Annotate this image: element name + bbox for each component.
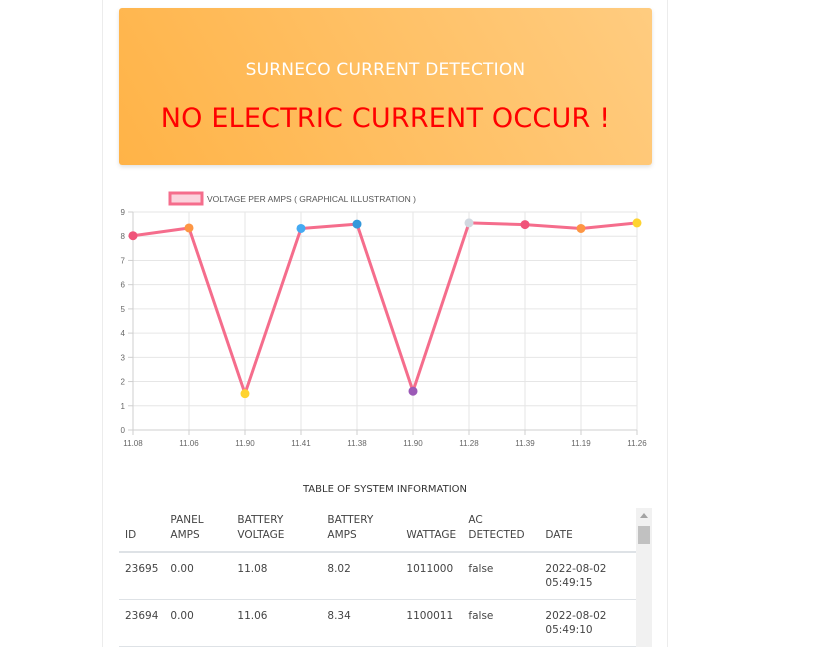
- table-title: TABLE OF SYSTEM INFORMATION: [302, 484, 468, 495]
- y-tick-label: 5: [121, 305, 126, 314]
- header-battery-voltage: BATTERY VOLTAGE: [231, 508, 322, 553]
- x-tick-label: 11.06: [179, 439, 199, 448]
- y-tick-label: 3: [121, 353, 126, 362]
- legend-swatch: [168, 191, 204, 206]
- cell-panel-amps: 0.00: [164, 599, 232, 647]
- table-header-row: ID PANEL AMPS BATTERY VOLTAGE BATTERY AM…: [119, 508, 636, 553]
- header-date: DATE: [539, 508, 636, 553]
- y-tick-label: 2: [121, 378, 126, 387]
- header-battery-amps: BATTERY AMPS: [321, 508, 401, 553]
- x-tick-label: 11.39: [515, 439, 535, 448]
- data-point: [184, 223, 194, 233]
- status-banner: SURNECO CURRENT DETECTION NO ELECTRIC CU…: [119, 8, 652, 165]
- x-tick-label: 11.90: [235, 439, 255, 448]
- y-tick-label: 6: [121, 281, 126, 290]
- system-info-table: ID PANEL AMPS BATTERY VOLTAGE BATTERY AM…: [119, 508, 636, 647]
- y-tick-label: 8: [121, 232, 126, 241]
- y-tick-label: 1: [121, 402, 126, 411]
- header-ac-detected: AC DETECTED: [462, 508, 540, 553]
- x-tick-label: 11.08: [123, 439, 143, 448]
- header-panel-amps: PANEL AMPS: [164, 508, 232, 553]
- page-container: SURNECO CURRENT DETECTION NO ELECTRIC CU…: [102, 0, 668, 647]
- data-point: [128, 231, 138, 241]
- scroll-thumb[interactable]: [638, 526, 650, 544]
- y-tick-label: 0: [121, 426, 126, 435]
- header-wattage: WATTAGE: [400, 508, 463, 553]
- x-tick-label: 11.90: [403, 439, 423, 448]
- cell-ac-detected: false: [462, 552, 540, 600]
- scroll-up-arrow-icon[interactable]: [640, 513, 648, 518]
- voltage-chart: 0 1 2 3 4 5 6 7 8 9 11.08 11.06 11.90 11.41 11.38 11.90…: [103, 185, 667, 455]
- cell-battery-voltage: 11.08: [231, 552, 322, 600]
- current-alert: NO ELECTRIC CURRENT OCCUR !: [160, 103, 611, 134]
- x-tick-label: 11.26: [627, 439, 647, 448]
- header-id: ID: [119, 508, 165, 553]
- x-tick-label: 11.19: [571, 439, 591, 448]
- x-tick-label: 11.41: [291, 439, 311, 448]
- cell-id: 23694: [119, 599, 165, 647]
- cell-wattage: 1011000: [400, 552, 463, 600]
- table-row: 23695 0.00 11.08 8.02 1011000 false 2022…: [119, 552, 636, 600]
- x-tick-label: 11.28: [459, 439, 479, 448]
- y-tick-label: 7: [121, 256, 126, 265]
- y-tick-label: 4: [121, 329, 126, 338]
- x-tick-label: 11.38: [347, 439, 367, 448]
- data-point: [296, 223, 306, 233]
- data-point: [576, 223, 586, 233]
- legend-label: VOLTAGE PER AMPS ( GRAPHICAL ILLUSTRATIO…: [207, 194, 416, 204]
- series-line: [132, 221, 638, 396]
- cell-battery-voltage: 11.06: [231, 599, 322, 647]
- table-row: 23694 0.00 11.06 8.34 1100011 false 2022…: [119, 599, 636, 647]
- table-scrollbar[interactable]: [636, 508, 652, 647]
- cell-battery-amps: 8.02: [321, 552, 401, 600]
- data-point: [408, 386, 418, 396]
- chart-svg: 0 1 2 3 4 5 6 7 8 9 11.08 11.06 11.90 11.41 11.38 11.90…: [121, 191, 647, 448]
- system-info-table-container[interactable]: ID PANEL AMPS BATTERY VOLTAGE BATTERY AM…: [119, 508, 652, 647]
- data-point: [464, 218, 474, 228]
- y-tick-label: 9: [121, 208, 126, 217]
- data-point: [632, 218, 642, 228]
- cell-ac-detected: false: [462, 599, 540, 647]
- cell-date: 2022-08-02 05:49:15: [539, 552, 636, 600]
- data-point: [352, 219, 362, 229]
- data-point: [240, 389, 250, 399]
- cell-wattage: 1100011: [400, 599, 463, 647]
- data-point: [520, 220, 530, 230]
- cell-battery-amps: 8.34: [321, 599, 401, 647]
- cell-id: 23695: [119, 552, 165, 600]
- page-title: SURNECO CURRENT DETECTION: [245, 60, 526, 80]
- cell-date: 2022-08-02 05:49:10: [539, 599, 636, 647]
- cell-panel-amps: 0.00: [164, 552, 232, 600]
